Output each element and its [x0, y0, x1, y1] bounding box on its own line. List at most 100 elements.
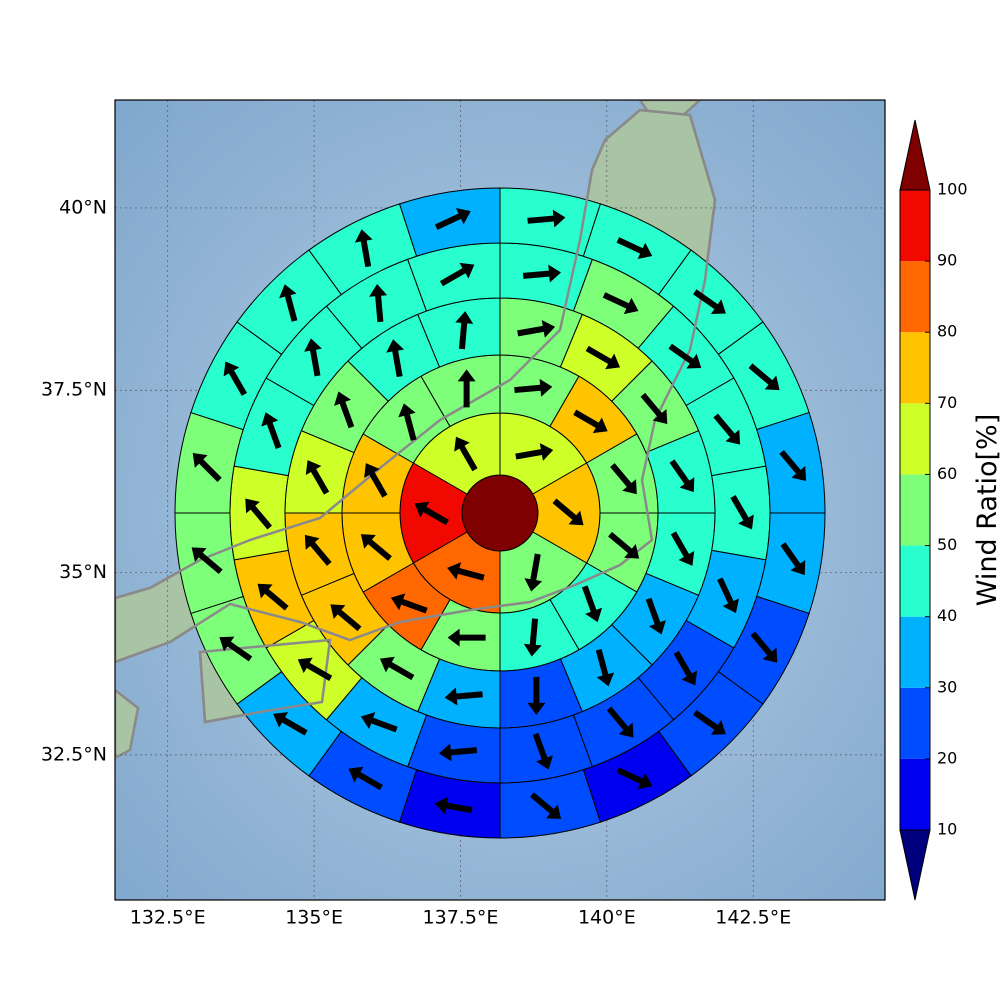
wind-arrow — [455, 311, 474, 350]
wind-arrow — [523, 618, 542, 657]
colorbar-tick-label: 50 — [937, 535, 957, 554]
wind-arrow — [522, 264, 562, 283]
x-tick-label: 137.5°E — [423, 907, 499, 929]
wind-arrow — [360, 712, 398, 733]
wind-arrow — [305, 460, 330, 495]
wind-arrow — [515, 443, 554, 461]
wind-arrow — [517, 320, 556, 338]
wind-arrow — [454, 436, 478, 472]
x-tick-label: 135°E — [285, 907, 343, 929]
wind-arrow — [304, 338, 322, 377]
wind-arrow — [693, 289, 726, 315]
y-tick-label: 37.5°N — [41, 379, 107, 401]
colorbar-label: Wind Ratio[%] — [972, 414, 1000, 606]
coastline — [115, 108, 717, 724]
colorbar-bin — [900, 758, 930, 830]
wind-arrow — [457, 369, 476, 408]
colorbar-bin — [900, 190, 930, 262]
colorbar-bin — [900, 545, 930, 617]
wind-arrow — [398, 403, 417, 441]
map-area — [115, 100, 885, 900]
wind-arrow — [573, 409, 608, 434]
wind-arrow — [354, 229, 373, 268]
colorbar-tick-label: 30 — [937, 677, 957, 696]
wind-arrow — [261, 412, 282, 449]
wind-arrow — [273, 712, 308, 736]
colorbar-bin — [900, 403, 930, 475]
wind-arrow — [608, 531, 640, 559]
wind-arrow — [434, 796, 473, 815]
wind-arrow — [717, 577, 739, 614]
wind-arrow — [348, 766, 383, 791]
wind-arrow — [779, 449, 807, 482]
wind-arrow — [595, 648, 615, 687]
colorbar-bin — [900, 616, 930, 688]
wind-arrow — [602, 292, 639, 315]
wind-arrow — [780, 542, 806, 576]
colorbar-bin — [900, 687, 930, 759]
wind-arrow — [693, 710, 726, 735]
wind-arrow — [191, 547, 223, 575]
wind-arrow — [438, 743, 478, 762]
wind-arrow — [279, 284, 298, 322]
colorbar-bin — [900, 261, 930, 333]
colorbar-tick-label: 20 — [937, 748, 957, 767]
wind-arrow — [245, 498, 273, 530]
colorbar-tick-label: 80 — [937, 322, 957, 341]
axes: 132.5°E 135°E 137.5°E 140°E 142.5°E 32.5°N 35°… — [41, 196, 791, 928]
wind-arrow — [444, 687, 483, 706]
wind-arrow — [434, 208, 471, 230]
sectors — [174, 187, 826, 839]
colorbar: 10 20 30 40 50 60 70 80 90 100 Wind Ratio[%] — [899, 119, 1000, 901]
wind-arrow — [668, 343, 702, 369]
wind-arrow — [748, 363, 780, 391]
x-tick-label: 142.5°E — [715, 907, 791, 929]
wind-arrow — [414, 501, 449, 526]
wind-arrow — [514, 378, 553, 397]
wind-arrow — [730, 495, 754, 530]
wind-arrow — [223, 361, 248, 396]
wind-arrow — [334, 391, 355, 429]
wind-arrow — [585, 345, 621, 370]
colorbar-tick-label: 70 — [937, 393, 957, 412]
wind-arrow — [379, 656, 415, 681]
wind-arrow — [192, 453, 222, 483]
wind-arrow — [527, 209, 566, 228]
wind-arrow — [640, 392, 668, 424]
x-tick-label: 132.5°E — [130, 907, 206, 929]
y-tick-label: 32.5°N — [41, 743, 107, 765]
wind-arrow — [524, 553, 543, 592]
wind-arrow — [527, 676, 546, 715]
wind-arrow — [616, 237, 653, 260]
wind-arrow — [447, 562, 485, 581]
y-tick-label: 35°N — [59, 561, 107, 583]
map-frame — [114, 99, 886, 901]
y-tick-label: 40°N — [59, 196, 107, 218]
wind-arrow — [616, 767, 653, 790]
wind-arrow — [304, 534, 332, 566]
wind-arrow — [750, 631, 778, 663]
wind-arrow — [447, 628, 486, 647]
wind-arrow — [257, 583, 289, 611]
wind-arrow — [610, 463, 637, 495]
colorbar-tick-label: 40 — [937, 606, 957, 625]
colorbar-extend-min — [899, 829, 931, 901]
colorbar-extend-max — [899, 119, 931, 191]
wind-arrow — [606, 706, 634, 738]
wind-arrow — [360, 534, 392, 561]
wind-arrows — [191, 208, 807, 820]
wind-arrow — [552, 498, 584, 526]
wind-arrow — [670, 531, 695, 566]
wind-arrow — [439, 262, 475, 287]
wind-arrow — [369, 284, 388, 323]
colorbar-bin — [900, 332, 930, 404]
colorbar-tick-label: 90 — [937, 251, 957, 270]
wind-arrow — [673, 650, 698, 686]
colorbar-bin — [900, 474, 930, 546]
wind-arrow — [532, 732, 553, 770]
wind-arrow — [364, 463, 388, 498]
wind-arrow — [390, 593, 428, 614]
colorbar-frame — [899, 189, 931, 831]
colorbar-tick-label: 100 — [937, 180, 968, 199]
